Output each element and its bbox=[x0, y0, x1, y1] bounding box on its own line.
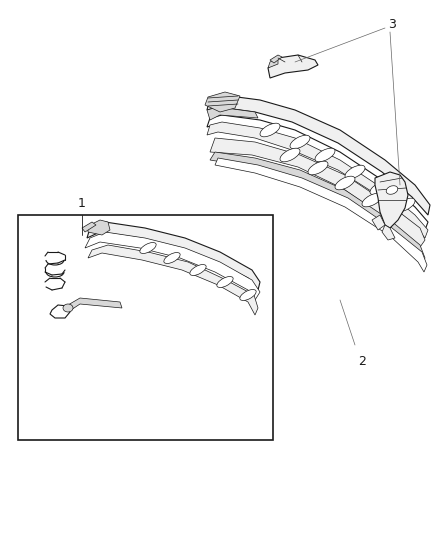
Text: 3: 3 bbox=[388, 19, 396, 31]
Polygon shape bbox=[85, 232, 260, 300]
Polygon shape bbox=[205, 92, 240, 112]
Polygon shape bbox=[210, 152, 425, 265]
Ellipse shape bbox=[190, 264, 206, 276]
Text: 1: 1 bbox=[78, 197, 86, 210]
Polygon shape bbox=[87, 222, 260, 290]
Ellipse shape bbox=[315, 148, 335, 162]
Polygon shape bbox=[50, 305, 70, 318]
Ellipse shape bbox=[395, 198, 415, 212]
Polygon shape bbox=[382, 225, 395, 240]
Ellipse shape bbox=[370, 181, 390, 195]
Polygon shape bbox=[207, 95, 430, 215]
Ellipse shape bbox=[260, 123, 280, 137]
Polygon shape bbox=[88, 220, 110, 235]
Ellipse shape bbox=[362, 193, 382, 207]
Ellipse shape bbox=[280, 148, 300, 162]
Ellipse shape bbox=[308, 161, 328, 175]
Polygon shape bbox=[375, 172, 408, 228]
Polygon shape bbox=[88, 245, 258, 315]
Ellipse shape bbox=[164, 253, 180, 263]
Ellipse shape bbox=[386, 185, 398, 195]
Ellipse shape bbox=[335, 176, 355, 190]
Text: 2: 2 bbox=[358, 355, 366, 368]
Polygon shape bbox=[210, 138, 425, 250]
Ellipse shape bbox=[345, 165, 365, 179]
Bar bbox=[18, 215, 273, 440]
Ellipse shape bbox=[63, 304, 73, 312]
Polygon shape bbox=[68, 298, 122, 312]
Polygon shape bbox=[215, 158, 427, 272]
Ellipse shape bbox=[290, 135, 310, 149]
Polygon shape bbox=[207, 122, 428, 238]
Ellipse shape bbox=[140, 243, 156, 254]
Polygon shape bbox=[207, 115, 428, 230]
Polygon shape bbox=[268, 55, 318, 78]
Polygon shape bbox=[372, 215, 385, 230]
Polygon shape bbox=[207, 107, 258, 120]
Ellipse shape bbox=[217, 277, 233, 287]
Polygon shape bbox=[82, 222, 96, 232]
Polygon shape bbox=[270, 55, 282, 63]
Polygon shape bbox=[268, 58, 278, 68]
Ellipse shape bbox=[240, 289, 256, 301]
